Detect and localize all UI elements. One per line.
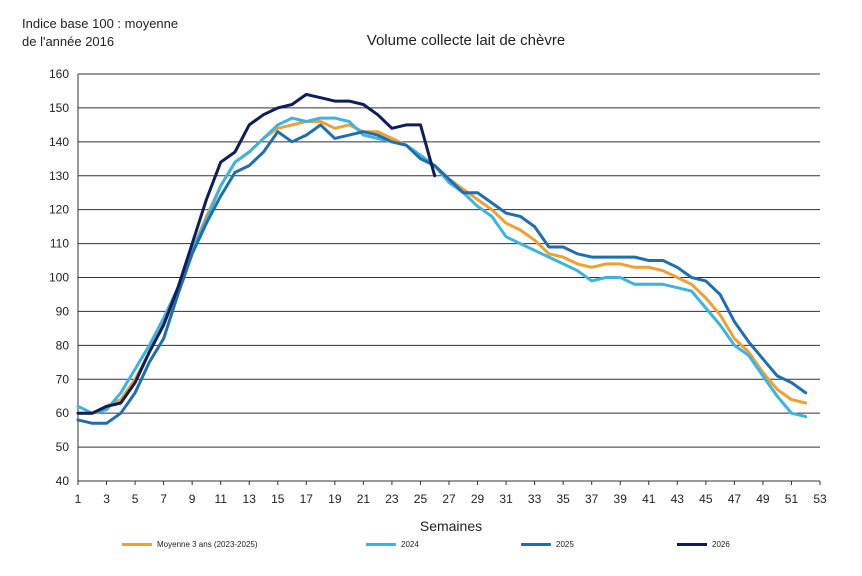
- series-line-2026: [76, 92, 437, 415]
- x-tick-label: 33: [528, 492, 542, 506]
- legend: Moyenne 3 ans (2023-2025) 2024 2025 2026: [0, 540, 862, 554]
- y-tick-label: 160: [49, 67, 69, 81]
- series-line-2025: [76, 123, 808, 425]
- x-tick-label: 27: [442, 492, 456, 506]
- x-tick-label: 25: [414, 492, 428, 506]
- legend-swatch: [521, 543, 551, 546]
- y-tick-label: 60: [56, 406, 70, 420]
- y-tick-label: 70: [56, 372, 70, 386]
- x-tick-label: 1: [75, 492, 82, 506]
- x-tick-label: 21: [357, 492, 371, 506]
- x-tick-label: 45: [699, 492, 713, 506]
- y-tick-label: 80: [56, 338, 70, 352]
- y-axis-label: Indice base 100 : moyenne de l'année 201…: [22, 16, 179, 49]
- legend-label: 2026: [712, 540, 730, 549]
- y-tick-label: 40: [56, 474, 70, 488]
- y-tick-label: 130: [49, 169, 69, 183]
- x-tick-label: 49: [756, 492, 770, 506]
- y-tick-label: 140: [49, 135, 69, 149]
- y-tick-label: 100: [49, 271, 69, 285]
- x-tick-label: 41: [642, 492, 656, 506]
- x-tick-label: 53: [813, 492, 827, 506]
- legend-swatch: [122, 543, 152, 546]
- chart-title: Volume collecte lait de chèvre: [366, 32, 566, 49]
- x-tick-label: 15: [271, 492, 285, 506]
- y-tick-label: 90: [56, 304, 70, 318]
- y-tick-label: 120: [49, 203, 69, 217]
- y-tick-label: 110: [50, 237, 69, 251]
- x-tick-label: 13: [243, 492, 257, 506]
- x-tick-label: 37: [585, 492, 599, 506]
- x-tick-label: 3: [103, 492, 110, 506]
- x-tick-label: 9: [189, 492, 196, 506]
- x-tick-label: 47: [728, 492, 742, 506]
- legend-label: 2025: [556, 540, 574, 549]
- x-tick-label: 35: [556, 492, 570, 506]
- legend-label: 2024: [401, 540, 419, 549]
- x-tick-label: 31: [499, 492, 513, 506]
- x-tick-label: 29: [471, 492, 485, 506]
- x-tick-label: 23: [385, 492, 399, 506]
- y-tick-label: 50: [56, 440, 70, 454]
- y-tick-label: 150: [49, 101, 69, 115]
- legend-label: Moyenne 3 ans (2023-2025): [157, 540, 258, 549]
- legend-swatch: [677, 543, 707, 546]
- x-axis-label: Semaines: [419, 518, 483, 534]
- x-tick-label: 43: [671, 492, 685, 506]
- legend-item: 2026: [677, 540, 730, 549]
- x-tick-label: 17: [300, 492, 314, 506]
- x-tick-label: 51: [785, 492, 799, 506]
- x-tick-label: 7: [160, 492, 167, 506]
- x-tick-label: 39: [614, 492, 628, 506]
- x-tick-label: 11: [214, 492, 227, 506]
- x-tick-label: 5: [132, 492, 139, 506]
- legend-item: 2024: [366, 540, 419, 549]
- legend-item: 2025: [521, 540, 574, 549]
- legend-swatch: [366, 543, 396, 546]
- x-tick-label: 19: [328, 492, 342, 506]
- legend-item: Moyenne 3 ans (2023-2025): [122, 540, 258, 549]
